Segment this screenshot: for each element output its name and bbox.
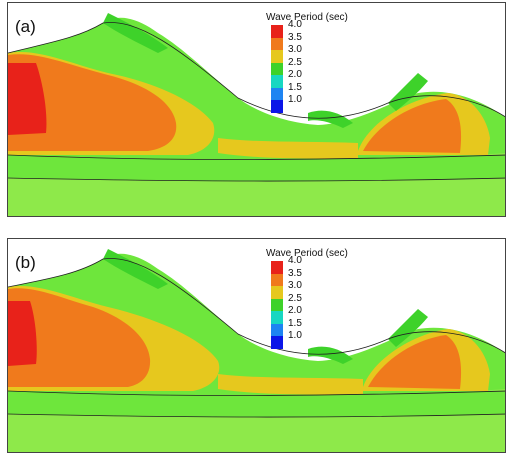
legend-value: 3.0 (288, 280, 302, 291)
legend-row: 3.5 (266, 32, 376, 50)
legend-row: 1.5 (266, 82, 376, 100)
panel-label-a: (a) (15, 17, 36, 36)
legend-value: 4.0 (288, 19, 302, 30)
legend-swatch (271, 87, 283, 100)
panel-label-b: (b) (15, 253, 36, 272)
legend-swatch (271, 62, 283, 75)
wave-period-map-b (8, 239, 505, 452)
legend-row: 4.0 (266, 255, 376, 274)
legend-swatch (271, 25, 283, 38)
legend-value: 3.5 (288, 31, 302, 43)
legend-value: 1.0 (288, 330, 302, 341)
legend-value: 1.0 (288, 94, 302, 105)
legend-row: 2.5 (266, 57, 376, 75)
legend-a: Wave Period (sec) 4.0 3.5 3.0 2.5 2.0 1.… (266, 12, 376, 113)
legend-swatch (271, 273, 283, 286)
legend-swatch (271, 286, 283, 299)
legend-row: 3.0 (266, 280, 376, 299)
legend-swatch (271, 323, 283, 336)
legend-swatch (271, 261, 283, 274)
legend-row: 2.5 (266, 293, 376, 311)
legend-swatch (271, 100, 283, 113)
legend-row: 1.0 (266, 94, 376, 113)
legend-swatch (271, 336, 283, 349)
legend-b: Wave Period (sec) 4.0 3.5 3.0 2.5 2.0 1.… (266, 248, 376, 349)
legend-value: 1.5 (288, 81, 302, 93)
legend-swatch (271, 75, 283, 88)
legend-title: Wave Period (sec) (266, 248, 348, 259)
wave-period-map-a (8, 3, 505, 216)
legend-row: 3.0 (266, 44, 376, 63)
legend-value: 4.0 (288, 255, 302, 266)
legend-value: 2.0 (288, 305, 302, 316)
legend-value: 2.0 (288, 69, 302, 80)
legend-value: 3.0 (288, 44, 302, 55)
legend-swatch (271, 311, 283, 324)
legend-row: 3.5 (266, 268, 376, 286)
legend-swatch (271, 298, 283, 311)
legend-row: 2.0 (266, 305, 376, 324)
legend-row: 1.5 (266, 318, 376, 336)
map-panel-b: (b) Wave Period (sec) 4.0 3.5 3.0 2.5 2.… (7, 238, 506, 453)
legend-row: 4.0 (266, 19, 376, 38)
legend-value: 2.5 (288, 56, 302, 68)
map-panel-a: (a) Wave Period (sec) 4.0 3.5 3.0 2.5 2.… (7, 2, 506, 217)
legend-swatch (271, 37, 283, 50)
legend-value: 1.5 (288, 317, 302, 329)
legend-row: 2.0 (266, 69, 376, 88)
legend-title: Wave Period (sec) (266, 12, 348, 23)
legend-swatch (271, 50, 283, 63)
legend-value: 3.5 (288, 267, 302, 279)
legend-value: 2.5 (288, 292, 302, 304)
legend-row: 1.0 (266, 330, 376, 349)
